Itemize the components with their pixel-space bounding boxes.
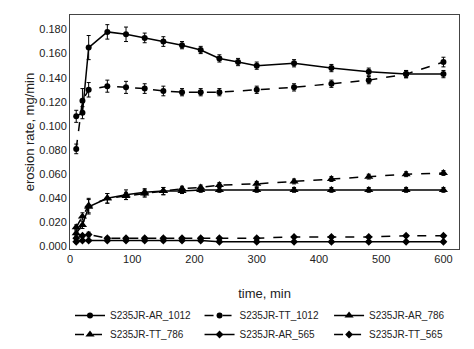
- svg-text:300: 300: [248, 253, 266, 265]
- svg-text:0: 0: [67, 253, 73, 265]
- svg-text:S235JR-AR_786: S235JR-AR_786: [369, 310, 444, 321]
- svg-text:400: 400: [310, 253, 328, 265]
- svg-text:0.100: 0.100: [39, 120, 67, 132]
- svg-text:S235JR-AR_565: S235JR-AR_565: [240, 329, 315, 340]
- svg-text:0.060: 0.060: [39, 168, 67, 180]
- svg-text:200: 200: [185, 253, 203, 265]
- svg-text:500: 500: [372, 253, 390, 265]
- svg-text:S235JR-AR_1012: S235JR-AR_1012: [110, 310, 191, 321]
- svg-text:S235JR-TT_786: S235JR-TT_786: [110, 329, 184, 340]
- svg-text:0.020: 0.020: [39, 216, 67, 228]
- svg-text:S235JR-TT_565: S235JR-TT_565: [369, 329, 443, 340]
- svg-text:S235JR-TT_1012: S235JR-TT_1012: [240, 310, 319, 321]
- svg-text:time, min: time, min: [238, 286, 291, 301]
- svg-text:erosion rate, mg/min: erosion rate, mg/min: [22, 73, 37, 192]
- svg-text:0.120: 0.120: [39, 96, 67, 108]
- svg-text:0.080: 0.080: [39, 144, 67, 156]
- svg-text:0.140: 0.140: [39, 72, 67, 84]
- svg-text:0.180: 0.180: [39, 23, 67, 35]
- svg-text:0.040: 0.040: [39, 192, 67, 204]
- svg-text:600: 600: [434, 253, 452, 265]
- svg-text:0.000: 0.000: [39, 240, 67, 252]
- svg-text:0.160: 0.160: [39, 47, 67, 59]
- svg-text:100: 100: [123, 253, 141, 265]
